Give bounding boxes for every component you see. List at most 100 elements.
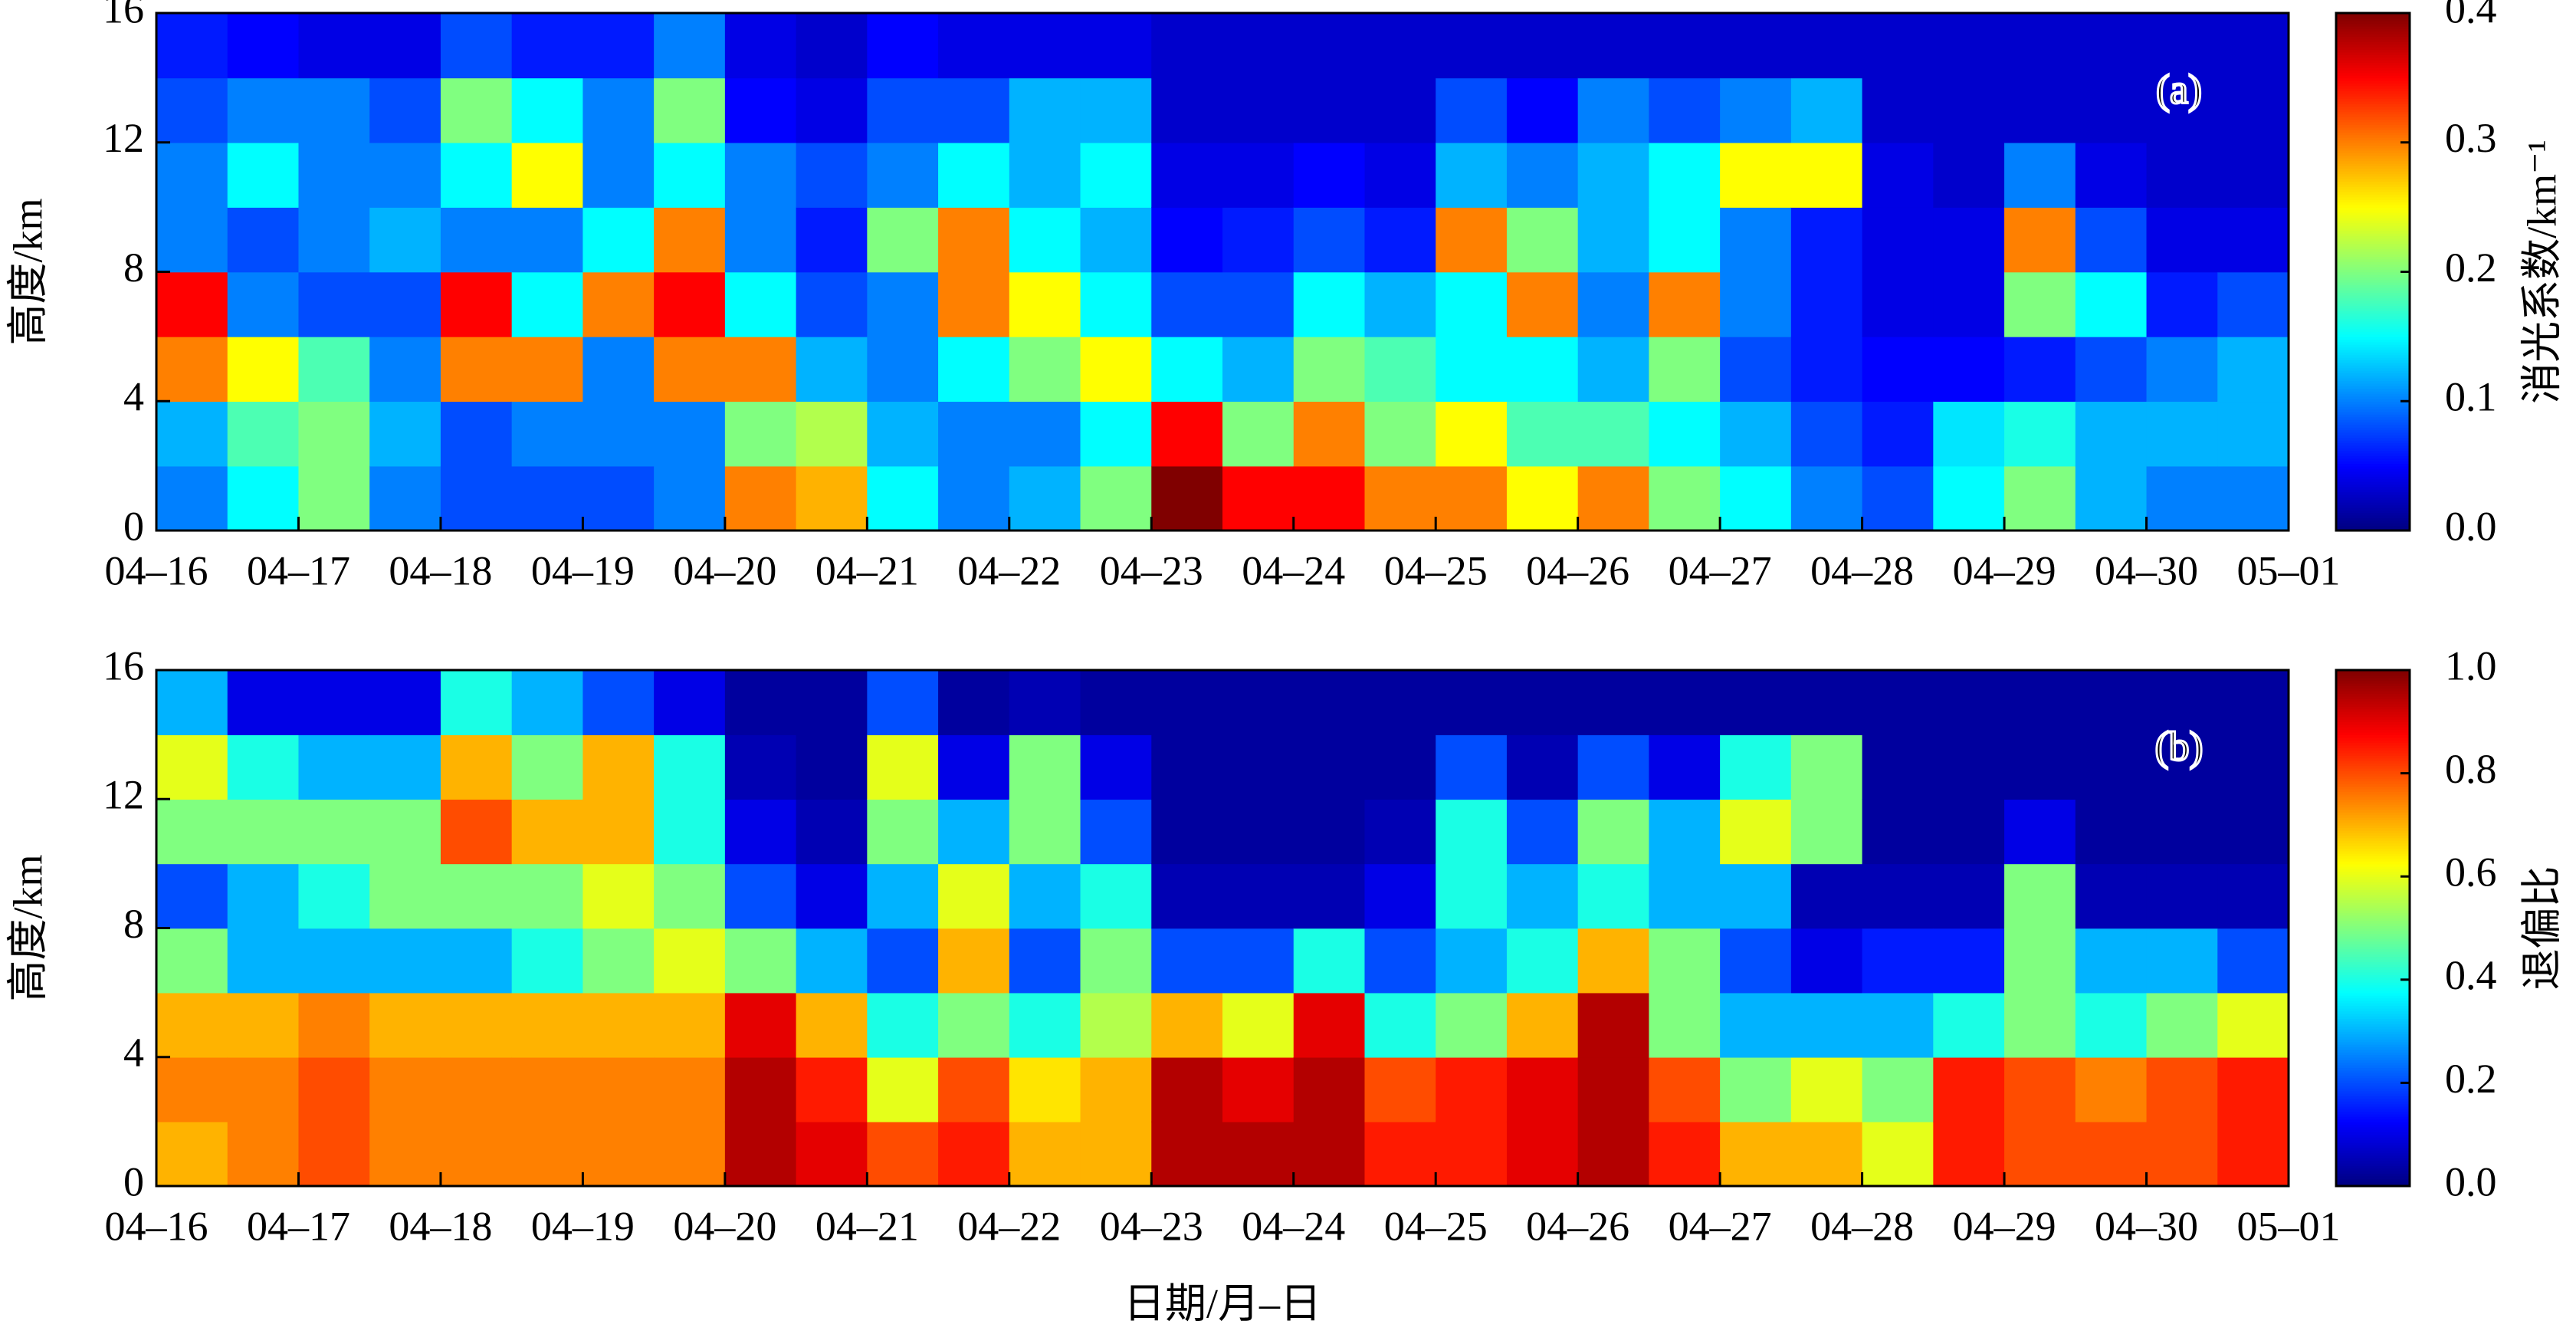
heat-cell	[1080, 799, 1153, 865]
colorbar-swatch	[2336, 739, 2410, 744]
x-tick-label: 04–19	[531, 547, 635, 593]
colorbar-swatch	[2336, 452, 2410, 456]
x-tick-label: 04–21	[815, 1203, 919, 1249]
colorbar-swatch	[2336, 25, 2410, 30]
colorbar-swatch	[2336, 832, 2410, 836]
colorbar-swatch	[2336, 1116, 2410, 1120]
heat-cell	[938, 799, 1010, 865]
heat-cell	[796, 1121, 868, 1187]
colorbar-swatch	[2336, 1098, 2410, 1102]
colorbar-swatch	[2336, 320, 2410, 324]
heat-cell	[156, 670, 228, 735]
colorbar-swatch	[2336, 948, 2410, 952]
heat-cell	[1720, 1121, 1792, 1187]
colorbar-swatch	[2336, 326, 2410, 330]
heat-cell	[796, 734, 868, 800]
heat-cell	[511, 207, 584, 273]
heat-cell	[654, 142, 726, 208]
colorbar-swatch	[2336, 982, 2410, 986]
colorbar-swatch	[2336, 504, 2410, 508]
heat-cell	[227, 207, 300, 273]
heat-cell	[1933, 465, 2005, 531]
colorbar-label: 退偏比	[2519, 866, 2565, 991]
colorbar-swatch	[2336, 70, 2410, 74]
heat-cell	[1506, 799, 1579, 865]
heat-cell	[1151, 992, 1223, 1058]
colorbar-swatch	[2336, 166, 2410, 169]
heat-cell	[1649, 1121, 1721, 1187]
colorbar-swatch	[2336, 727, 2410, 731]
heat-cell	[156, 13, 228, 79]
heat-cell	[938, 928, 1010, 994]
heat-cell	[298, 670, 370, 735]
heat-cell	[2004, 992, 2076, 1058]
colorbar-swatch	[2336, 38, 2410, 42]
colorbar-swatch	[2336, 388, 2410, 392]
colorbar-swatch	[2336, 264, 2410, 268]
colorbar-swatch	[2336, 742, 2410, 746]
heat-cell	[582, 1121, 655, 1187]
heat-cell	[2004, 465, 2076, 531]
colorbar-swatch	[2336, 204, 2410, 208]
colorbar-swatch	[2336, 416, 2410, 420]
colorbar-swatch	[2336, 925, 2410, 929]
colorbar-swatch	[2336, 491, 2410, 495]
colorbar-swatch	[2336, 1013, 2410, 1017]
heat-cell	[1009, 734, 1081, 800]
heat-cell	[1506, 142, 1579, 208]
colorbar-swatch	[2336, 315, 2410, 320]
heat-cell	[1293, 401, 1366, 467]
colorbar-swatch	[2336, 303, 2410, 307]
colorbar-swatch	[2336, 1145, 2410, 1148]
colorbar-swatch	[2336, 179, 2410, 182]
heat-cell	[511, 928, 584, 994]
colorbar-swatch	[2336, 377, 2410, 382]
heat-cell	[1364, 142, 1436, 208]
heat-cell	[1009, 13, 1081, 79]
colorbar-swatch	[2336, 1119, 2410, 1122]
heat-cell	[867, 77, 939, 143]
colorbar-swatch	[2336, 1007, 2410, 1011]
heat-cell	[582, 992, 655, 1058]
heat-cell	[1933, 142, 2005, 208]
y-tick-label: 8	[123, 245, 144, 291]
heat-cell	[2146, 336, 2219, 402]
x-tick-label: 04–24	[1242, 547, 1345, 593]
colorbar-swatch	[2336, 117, 2410, 120]
colorbar-label: 消光系数/km⁻¹	[2519, 140, 2565, 404]
colorbar-swatch	[2336, 51, 2410, 55]
colorbar-swatch	[2336, 799, 2410, 803]
heat-cell	[1293, 1056, 1366, 1122]
colorbar-swatch	[2336, 670, 2410, 674]
heat-cell	[227, 928, 300, 994]
colorbar-swatch	[2336, 737, 2410, 741]
colorbar-swatch	[2336, 121, 2410, 125]
colorbar-swatch	[2336, 757, 2410, 761]
x-tick-label: 04–27	[1669, 1203, 1772, 1249]
heat-cell	[1790, 207, 1863, 273]
heat-cell	[938, 1121, 1010, 1187]
colorbar-swatch	[2336, 241, 2410, 245]
heat-cell	[2075, 992, 2148, 1058]
heat-cell	[2217, 336, 2289, 402]
colorbar-swatch	[2336, 922, 2410, 926]
colorbar-swatch	[2336, 822, 2410, 826]
heat-cell	[1364, 77, 1436, 143]
colorbar-swatch	[2336, 279, 2410, 283]
heat-cell	[1933, 799, 2005, 865]
colorbar-swatch	[2336, 349, 2410, 353]
heat-cell	[511, 13, 584, 79]
colorbar-swatch	[2336, 961, 2410, 965]
heat-cell	[2146, 207, 2219, 273]
heat-cell	[1222, 13, 1295, 79]
heat-cell	[440, 863, 513, 929]
colorbar-swatch	[2336, 765, 2410, 769]
heat-cell	[1933, 13, 2005, 79]
x-tick-label: 04–20	[673, 1203, 776, 1249]
heat-cell	[724, 734, 797, 800]
heat-cell	[1293, 670, 1366, 735]
heat-cell	[1577, 77, 1650, 143]
heat-cell	[511, 1121, 584, 1187]
heat-cell	[440, 734, 513, 800]
colorbar-swatch	[2336, 1134, 2410, 1138]
